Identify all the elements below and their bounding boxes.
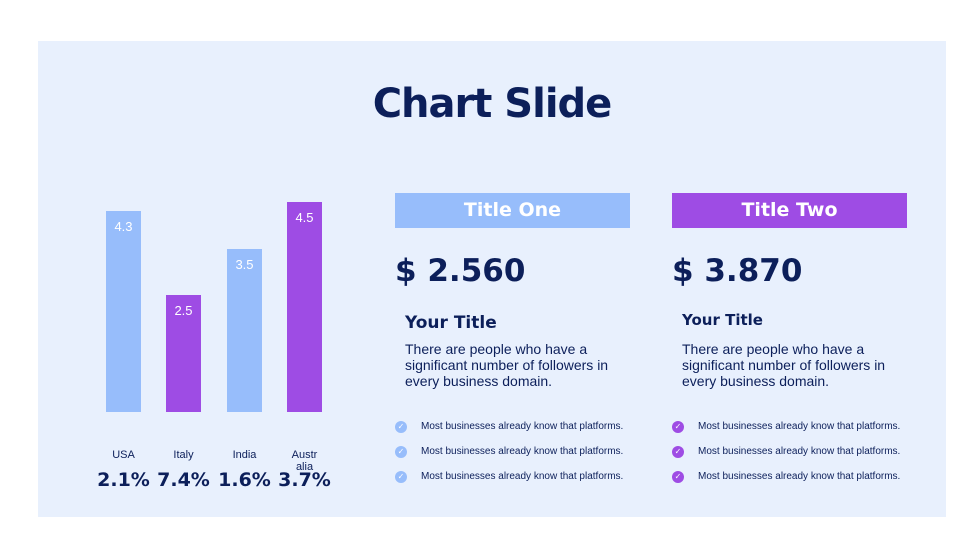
card-description: There are people who have a significant … bbox=[682, 341, 886, 389]
category-label: USA bbox=[112, 449, 135, 461]
card-bullets: ✓ Most businesses already know that plat… bbox=[395, 421, 655, 496]
list-item: ✓ Most businesses already know that plat… bbox=[395, 471, 655, 496]
category-label: India bbox=[232, 449, 257, 461]
card-amount: $ 3.870 bbox=[672, 253, 803, 289]
bar-value-label: 3.5 bbox=[235, 256, 254, 272]
list-item: ✓ Most businesses already know that plat… bbox=[672, 471, 932, 496]
check-circle-icon: ✓ bbox=[395, 421, 407, 433]
list-item: ✓ Most businesses already know that plat… bbox=[672, 421, 932, 446]
card-description: There are people who have a significant … bbox=[405, 341, 609, 389]
chart-bar bbox=[227, 248, 262, 412]
bar-value-label: 2.5 bbox=[174, 303, 193, 319]
check-circle-icon: ✓ bbox=[672, 471, 684, 483]
bar-value-label: 4.3 bbox=[114, 219, 133, 235]
check-circle-icon: ✓ bbox=[672, 421, 684, 433]
category-label: Italy bbox=[173, 449, 194, 461]
chart-bar bbox=[166, 295, 201, 412]
list-item: ✓ Most businesses already know that plat… bbox=[672, 446, 932, 471]
card-amount: $ 2.560 bbox=[395, 253, 526, 289]
percentage-label: 1.6% bbox=[218, 469, 271, 491]
bar-value-label: 4.5 bbox=[295, 210, 314, 225]
check-circle-icon: ✓ bbox=[395, 471, 407, 483]
card-title-two: Title Two $ 3.870 Your Title There are p… bbox=[672, 193, 907, 483]
card-bullets: ✓ Most businesses already know that plat… bbox=[672, 421, 932, 496]
card-title-one: Title One $ 2.560 Your Title There are p… bbox=[395, 193, 630, 483]
slide-title: Chart Slide bbox=[372, 81, 613, 127]
check-circle-icon: ✓ bbox=[672, 446, 684, 458]
check-circle-icon: ✓ bbox=[395, 446, 407, 458]
chart-bar bbox=[106, 211, 141, 412]
card-subtitle: Your Title bbox=[405, 313, 497, 333]
list-item: ✓ Most businesses already know that plat… bbox=[395, 421, 655, 446]
percentage-label: 3.7% bbox=[278, 469, 331, 491]
chart-bar bbox=[287, 202, 322, 412]
bar-chart: 4.3 USA 2.1% 2.5 Italy 7.4% 3.5 India 1.6% 4.5 Aus… bbox=[38, 41, 368, 517]
card-header: Title Two bbox=[672, 193, 907, 228]
list-item: ✓ Most businesses already know that plat… bbox=[395, 446, 655, 471]
card-subtitle: Your Title bbox=[682, 311, 763, 329]
card-header: Title One bbox=[395, 193, 630, 228]
percentage-label: 2.1% bbox=[97, 469, 150, 491]
percentage-label: 7.4% bbox=[157, 469, 210, 491]
category-label: Austr alia bbox=[291, 449, 318, 473]
slide: Chart Slide 4.3 USA 2.1% 2.5 Italy 7.4% 3.5 Ind… bbox=[38, 41, 946, 517]
